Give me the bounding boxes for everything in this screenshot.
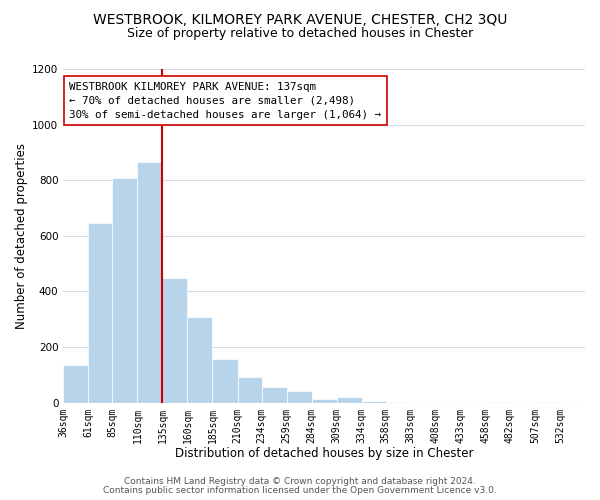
Bar	[112, 178, 137, 402]
Text: Size of property relative to detached houses in Chester: Size of property relative to detached ho…	[127, 28, 473, 40]
Text: Contains HM Land Registry data © Crown copyright and database right 2024.: Contains HM Land Registry data © Crown c…	[124, 477, 476, 486]
Bar	[337, 396, 362, 402]
Bar	[212, 359, 238, 403]
Text: Contains public sector information licensed under the Open Government Licence v3: Contains public sector information licen…	[103, 486, 497, 495]
Bar	[262, 388, 287, 402]
Text: WESTBROOK, KILMOREY PARK AVENUE, CHESTER, CH2 3QU: WESTBROOK, KILMOREY PARK AVENUE, CHESTER…	[93, 12, 507, 26]
Bar	[187, 317, 212, 402]
Y-axis label: Number of detached properties: Number of detached properties	[15, 143, 28, 329]
Bar	[137, 162, 163, 402]
X-axis label: Distribution of detached houses by size in Chester: Distribution of detached houses by size …	[175, 447, 473, 460]
Bar	[163, 278, 187, 402]
Bar	[238, 377, 262, 402]
Bar	[88, 224, 112, 402]
Bar	[311, 398, 337, 402]
Text: WESTBROOK KILMOREY PARK AVENUE: 137sqm
← 70% of detached houses are smaller (2,4: WESTBROOK KILMOREY PARK AVENUE: 137sqm ←…	[69, 82, 381, 120]
Bar	[63, 365, 88, 403]
Bar	[287, 391, 311, 402]
